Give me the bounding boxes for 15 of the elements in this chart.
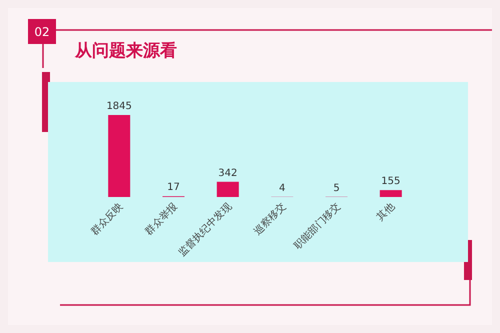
data-label: 155: [381, 176, 400, 188]
bar: [380, 190, 402, 197]
data-label: 1845: [106, 101, 132, 112]
x-tick-label: 群众反映: [88, 200, 126, 238]
data-label: 17: [167, 182, 180, 194]
data-label: 342: [218, 168, 238, 179]
bar: [108, 115, 130, 197]
chart-title: 从问题来源看: [74, 41, 177, 61]
bar: [216, 182, 239, 197]
x-tick-label: 巡察移交: [252, 200, 288, 238]
x-tick-label: 其他: [374, 200, 397, 224]
data-label: 5: [333, 182, 340, 194]
x-tick-label: 职能部门移交: [292, 200, 343, 252]
text: 02: [34, 25, 50, 39]
data-label: 4: [278, 182, 286, 194]
